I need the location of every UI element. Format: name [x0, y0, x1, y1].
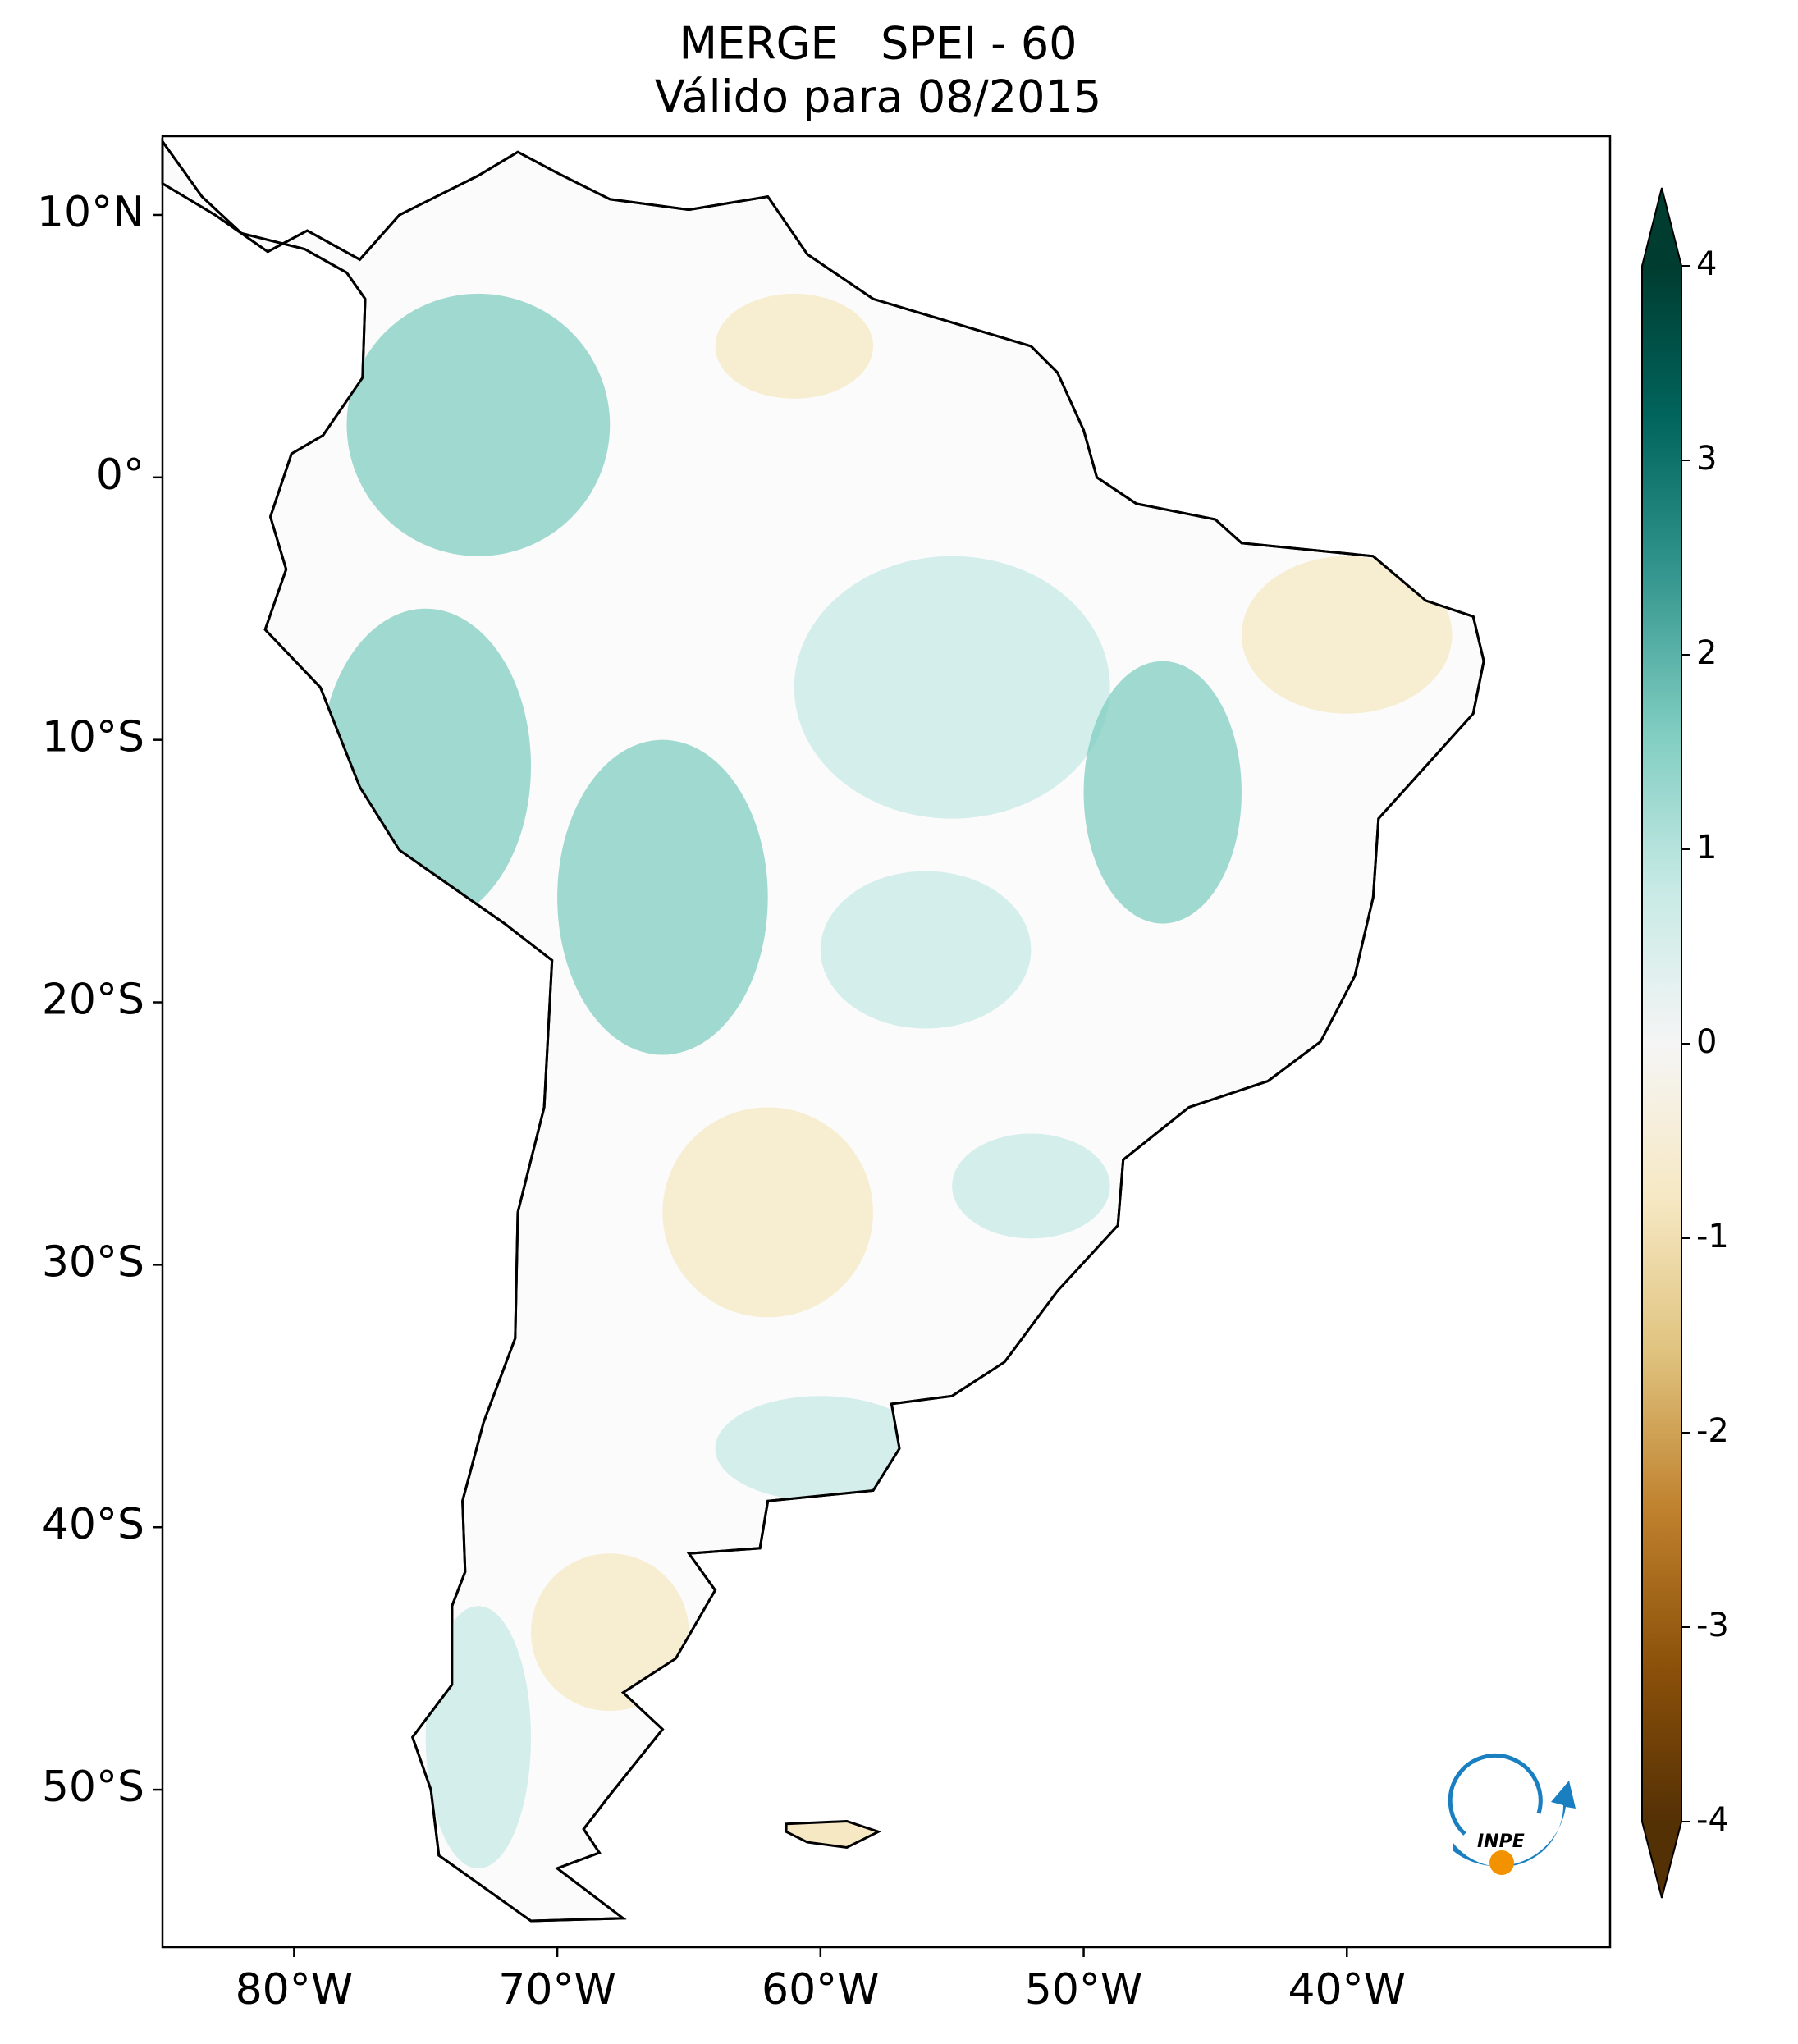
logo-swoosh — [1453, 1781, 1576, 1867]
y-tick-label: 10°S — [42, 713, 144, 762]
field-patch — [346, 293, 611, 556]
land — [161, 137, 1485, 1923]
colorbar-extend-top — [1642, 188, 1681, 266]
y-tick-label: 30°S — [42, 1237, 144, 1287]
field-patch — [820, 871, 1032, 1029]
y-tick-label: 10°N — [37, 188, 144, 237]
x-tick-label: 70°W — [498, 1965, 616, 2014]
logo-dot — [1489, 1850, 1514, 1875]
field-patch — [952, 1133, 1110, 1239]
y-tick-label: 50°S — [42, 1763, 144, 1812]
x-tick-label: 80°W — [236, 1965, 354, 2014]
field-patch — [1083, 661, 1242, 924]
field-patch — [425, 1606, 532, 1869]
field-patch — [531, 1553, 689, 1712]
island-outline — [785, 1819, 882, 1850]
x-tick-label: 50°W — [1025, 1965, 1143, 2014]
colorbar-tick-label: 0 — [1696, 1023, 1717, 1061]
y-tick-label: 40°S — [42, 1500, 144, 1549]
colorbar-tick-label: -2 — [1696, 1412, 1729, 1450]
field-patch — [715, 293, 873, 399]
field-patch — [794, 556, 1110, 819]
map-subtitle: Válido para 08/2015 — [655, 71, 1101, 123]
field-patch — [557, 739, 768, 1055]
y-tick-label: 0° — [96, 450, 144, 500]
map-frame — [161, 135, 1612, 1949]
colorbar — [1642, 266, 1681, 1822]
colorbar-tick-label: -1 — [1696, 1218, 1729, 1255]
colorbar-tick-label: 3 — [1696, 440, 1717, 478]
logo-arc — [1448, 1754, 1543, 1836]
x-tick-label: 60°W — [762, 1965, 880, 2014]
colorbar-tick-label: 4 — [1696, 245, 1717, 283]
colorbar-tick-label: 1 — [1696, 829, 1717, 867]
field-patch — [662, 1107, 873, 1318]
colorbar-tick-label: -4 — [1696, 1801, 1729, 1839]
colorbar-extend-bottom — [1642, 1822, 1681, 1898]
logo-text: INPE — [1477, 1831, 1525, 1852]
logo: INPE — [1448, 1754, 1576, 1875]
coastline — [161, 137, 1485, 1923]
colorbar-tick-label: -3 — [1696, 1607, 1729, 1644]
y-tick-label: 20°S — [42, 976, 144, 1025]
colorbar-tick-label: 2 — [1696, 634, 1717, 672]
field-patch — [1241, 556, 1453, 714]
map-title: MERGE SPEI - 60 — [679, 18, 1077, 70]
x-tick-label: 40°W — [1288, 1965, 1406, 2014]
field-patch — [715, 1396, 926, 1502]
